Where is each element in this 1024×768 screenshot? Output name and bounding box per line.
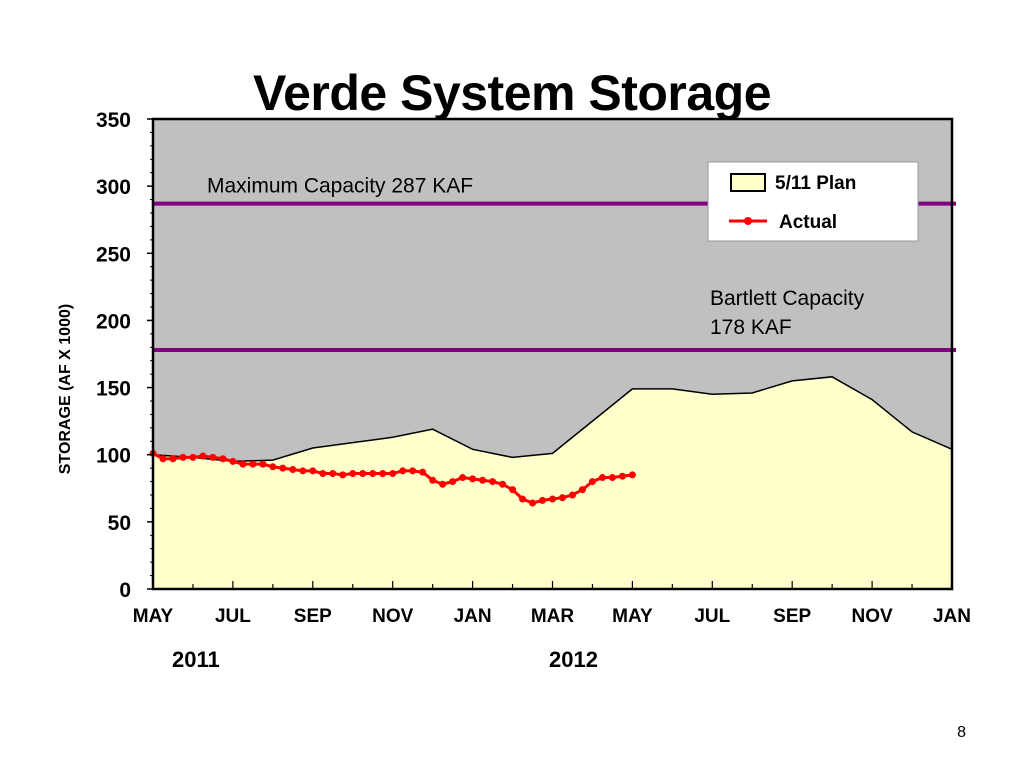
actual-point xyxy=(209,453,217,461)
actual-point xyxy=(179,453,187,461)
actual-point xyxy=(349,470,357,478)
actual-point xyxy=(329,470,337,478)
actual-point xyxy=(529,499,537,507)
actual-point xyxy=(499,480,507,488)
actual-point xyxy=(539,496,547,504)
bartlett-capacity-label: Bartlett Capacity xyxy=(710,287,865,310)
y-tick-label: 50 xyxy=(108,512,131,535)
y-tick-label: 250 xyxy=(96,243,131,266)
actual-point xyxy=(199,452,207,460)
x-tick-label: MAR xyxy=(531,606,575,627)
x-tick-label: NOV xyxy=(852,606,894,627)
actual-point xyxy=(169,455,177,463)
actual-point xyxy=(279,464,287,472)
plan-area xyxy=(153,376,952,589)
actual-point xyxy=(439,480,447,488)
plan-line xyxy=(152,376,953,463)
actual-point xyxy=(339,471,347,479)
actual-point xyxy=(588,478,596,486)
legend-actual-label: Actual xyxy=(779,212,837,233)
slide-title: Verde System Storage xyxy=(252,65,772,121)
actual-point xyxy=(628,471,636,479)
actual-point xyxy=(369,470,377,478)
max-capacity-label: Maximum Capacity 287 KAF xyxy=(207,175,473,198)
actual-point xyxy=(489,478,497,486)
actual-point xyxy=(509,486,517,494)
y-tick-label: 100 xyxy=(96,445,131,468)
actual-point xyxy=(618,472,626,480)
x-tick-label: SEP xyxy=(294,606,332,627)
actual-point xyxy=(189,453,197,461)
actual-point xyxy=(549,495,556,503)
actual-point xyxy=(239,460,247,468)
actual-point xyxy=(379,470,387,478)
actual-point xyxy=(479,476,487,484)
actual-point xyxy=(449,478,457,486)
actual-point xyxy=(459,474,467,482)
x-tick-label: SEP xyxy=(773,606,811,627)
actual-point xyxy=(519,495,527,503)
actual-point xyxy=(269,463,277,471)
actual-point xyxy=(219,455,227,463)
actual-point xyxy=(289,465,297,473)
y-axis-label: STORAGE (AF X 1000) xyxy=(57,304,74,474)
actual-point xyxy=(598,474,606,482)
x-tick-label: MAY xyxy=(612,606,653,627)
actual-point xyxy=(469,475,477,483)
year-label-2012: 2012 xyxy=(549,647,598,672)
actual-point xyxy=(429,476,437,484)
actual-point xyxy=(409,467,417,475)
actual-point xyxy=(568,491,576,499)
actual-point xyxy=(419,468,427,476)
actual-point xyxy=(359,470,367,478)
x-tick-label: JUL xyxy=(215,606,251,627)
x-tick-label: NOV xyxy=(372,606,414,627)
page-number: 8 xyxy=(957,724,966,741)
actual-point xyxy=(159,455,167,463)
actual-point xyxy=(249,460,257,468)
x-tick-label: JUL xyxy=(694,606,730,627)
actual-point xyxy=(319,470,327,478)
actual-point xyxy=(578,486,586,494)
labels: STORAGE (AF X 1000) Maximum Capacity 287 … xyxy=(57,175,865,475)
actual-point xyxy=(558,494,566,502)
x-tick-label: JAN xyxy=(933,606,971,627)
legend-plan-swatch xyxy=(730,173,766,192)
y-tick-label: 0 xyxy=(119,579,131,602)
y-tick-label: 200 xyxy=(96,310,131,333)
actual-point xyxy=(229,457,237,465)
legend: 5/11 Plan Actual xyxy=(707,161,919,242)
y-tick-label: 150 xyxy=(96,378,131,401)
x-tick-label: MAY xyxy=(133,606,174,627)
axes: 0 50 100 150 200 250 300 350 MAY JUL SEP NOV JAN MAR M… xyxy=(96,109,971,627)
bartlett-capacity-value-label: 178 KAF xyxy=(710,316,792,339)
x-tick-label: JAN xyxy=(454,606,492,627)
actual-point xyxy=(608,474,616,482)
actual-point xyxy=(399,467,407,475)
legend-plan-label: 5/11 Plan xyxy=(775,173,856,194)
year-label-2011: 2011 xyxy=(172,647,220,672)
y-tick-label: 300 xyxy=(96,176,131,199)
actual-point xyxy=(259,460,267,468)
legend-actual-marker xyxy=(744,217,752,225)
actual-point xyxy=(299,467,307,475)
actual-point xyxy=(389,470,397,478)
y-tick-label: 350 xyxy=(96,109,131,132)
actual-point xyxy=(309,467,317,475)
